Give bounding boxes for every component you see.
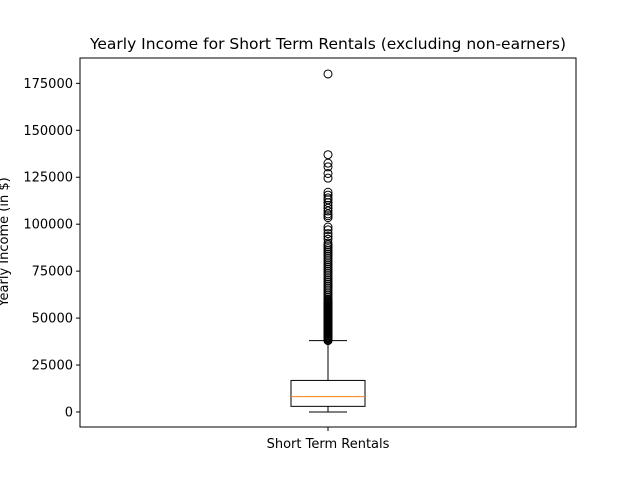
plot-area-frame <box>79 57 577 428</box>
outlier-point <box>323 162 333 172</box>
y-axis-label: Yearly Income (in $) <box>0 177 12 307</box>
y-tick-label: 150000 <box>23 124 73 139</box>
outlier-point <box>323 211 333 221</box>
y-tick-label: 175000 <box>23 77 73 92</box>
outlier-point <box>323 231 333 241</box>
outlier-point <box>323 222 333 232</box>
outlier-point <box>323 238 333 248</box>
y-tick-label: 25000 <box>32 359 73 374</box>
outlier-point <box>323 234 333 244</box>
outlier-point <box>323 225 333 235</box>
box-group <box>290 69 366 413</box>
outlier-point <box>323 168 333 178</box>
chart-title: Yearly Income for Short Term Rentals (ex… <box>89 35 566 53</box>
outlier-point <box>323 193 333 203</box>
outlier-point <box>323 173 333 183</box>
y-axis-ticks: 0 25000 50000 75000 100000 125000 150000 175000 <box>23 77 80 420</box>
x-axis-ticks: Short Term Rentals <box>267 427 390 452</box>
y-tick-label: 75000 <box>32 265 73 280</box>
y-tick-label: 50000 <box>32 312 73 327</box>
y-tick-label: 100000 <box>23 218 73 233</box>
y-tick-label: 0 <box>65 405 73 420</box>
y-tick-label: 125000 <box>23 171 73 186</box>
box-iqr <box>290 379 366 407</box>
outlier-point <box>323 187 333 197</box>
outlier-point <box>323 190 333 200</box>
outlier-point <box>323 229 333 239</box>
x-tick-label: Short Term Rentals <box>267 437 390 452</box>
outlier-point <box>323 69 333 79</box>
outlier-point <box>323 150 333 160</box>
